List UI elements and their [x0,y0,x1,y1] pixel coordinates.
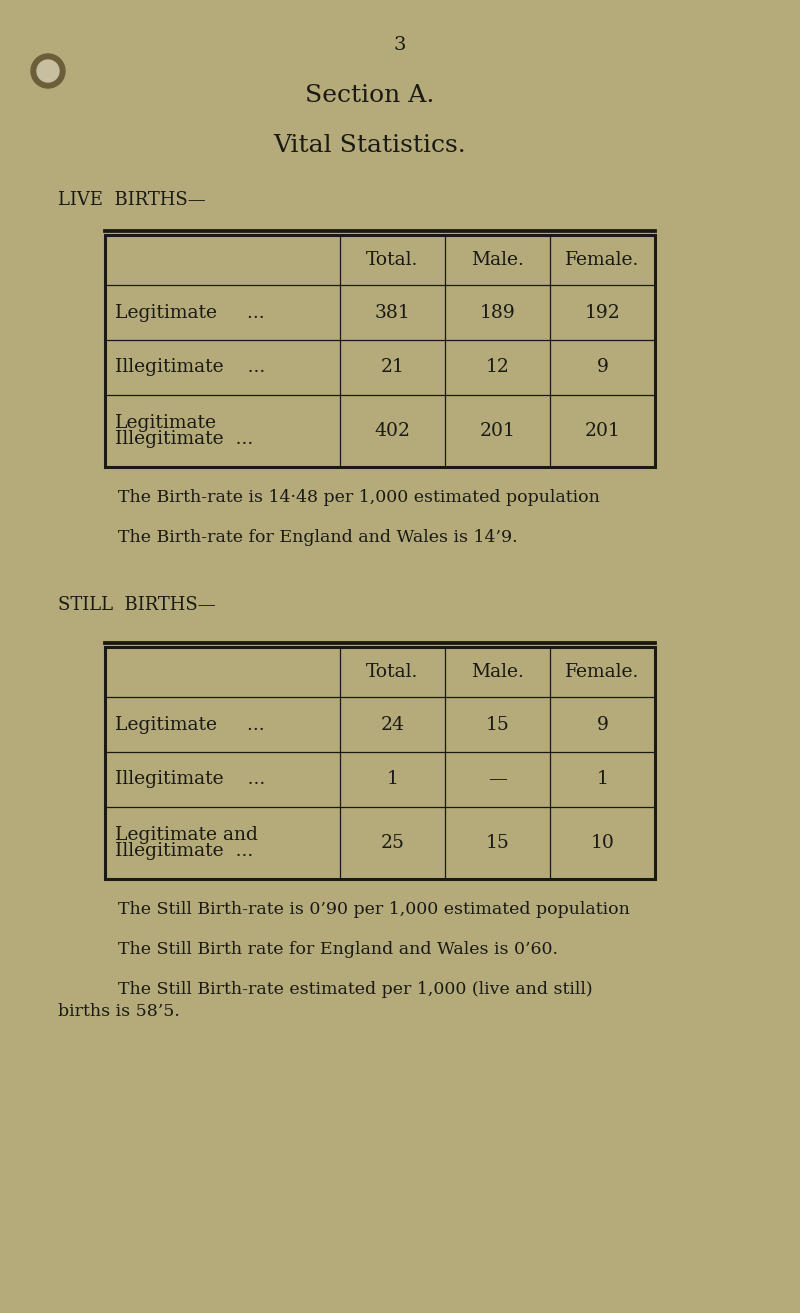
Text: 189: 189 [480,303,515,322]
Text: 12: 12 [486,358,510,377]
Text: Illegitimate  ...: Illegitimate ... [115,431,254,449]
Text: —: — [488,771,507,789]
Text: Section A.: Section A. [306,84,434,106]
Text: 402: 402 [374,421,410,440]
Text: 3: 3 [394,35,406,54]
Text: 381: 381 [374,303,410,322]
Text: 201: 201 [479,421,515,440]
Text: Male.: Male. [471,663,524,681]
Text: 192: 192 [585,303,620,322]
Bar [105,235,655,467]
Text: Legitimate     ...: Legitimate ... [115,716,265,734]
Text: The Still Birth-rate estimated per 1,000 (live and still): The Still Birth-rate estimated per 1,000… [118,981,593,998]
Text: Total.: Total. [366,663,418,681]
Text: Illegitimate  ...: Illegitimate ... [115,843,254,860]
Text: 201: 201 [585,421,621,440]
Text: 9: 9 [597,358,609,377]
Text: LIVE  BIRTHS—: LIVE BIRTHS— [58,190,206,209]
Text: Vital Statistics.: Vital Statistics. [274,134,466,156]
Text: Female.: Female. [566,663,640,681]
Text: 15: 15 [486,834,510,852]
Text: Legitimate     ...: Legitimate ... [115,303,265,322]
Text: 25: 25 [381,834,405,852]
Text: 15: 15 [486,716,510,734]
Text: The Still Birth rate for England and Wales is 0’60.: The Still Birth rate for England and Wal… [118,940,558,957]
Text: Illegitimate    ...: Illegitimate ... [115,771,266,789]
Text: 1: 1 [597,771,609,789]
Bar [105,647,655,878]
Text: 9: 9 [597,716,609,734]
Circle shape [37,60,59,81]
Text: 24: 24 [381,716,405,734]
Text: Legitimate and: Legitimate and [115,826,258,843]
Text: The Birth-rate for England and Wales is 14’9.: The Birth-rate for England and Wales is … [118,529,518,545]
Text: Female.: Female. [566,251,640,269]
Text: Illegitimate    ...: Illegitimate ... [115,358,266,377]
Text: STILL  BIRTHS—: STILL BIRTHS— [58,596,216,614]
Text: The Birth-rate is 14·48 per 1,000 estimated population: The Birth-rate is 14·48 per 1,000 estima… [118,488,600,506]
Text: Male.: Male. [471,251,524,269]
Text: 1: 1 [386,771,398,789]
Circle shape [31,54,65,88]
Text: 10: 10 [590,834,614,852]
Text: births is 58’5.: births is 58’5. [58,1003,180,1019]
Text: Legitimate: Legitimate [115,414,217,432]
Text: Total.: Total. [366,251,418,269]
Text: The Still Birth-rate is 0’90 per 1,000 estimated population: The Still Birth-rate is 0’90 per 1,000 e… [118,901,630,918]
Text: 21: 21 [381,358,405,377]
